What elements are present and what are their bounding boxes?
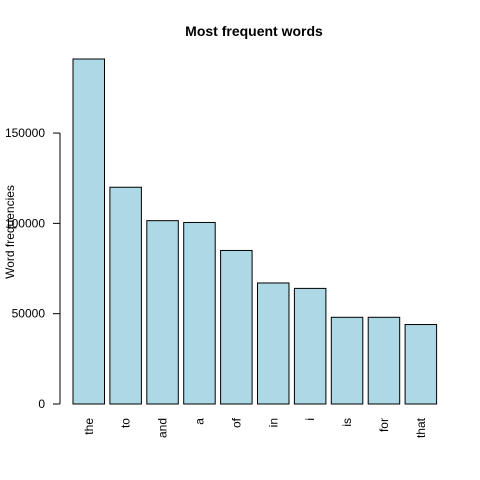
y-axis: 0 50000 100000 150000	[5, 126, 61, 411]
x-tick-label-a: a	[192, 418, 206, 425]
x-tick-label-of: of	[229, 417, 243, 428]
x-tick-label-that: that	[414, 417, 428, 438]
bar-of	[220, 249, 253, 405]
x-tick-label-for: for	[377, 418, 391, 432]
y-tick-label: 100000	[5, 216, 45, 230]
bar-that	[404, 324, 438, 405]
x-tick-labels: the to and a of in i is for that	[82, 417, 428, 438]
bars-group	[72, 58, 438, 405]
bar-and	[146, 220, 179, 405]
bar-i	[293, 287, 327, 405]
x-tick-label-i: i	[303, 418, 317, 421]
y-tick-label: 150000	[5, 126, 45, 140]
x-tick-label-is: is	[340, 418, 354, 427]
y-axis-label: Word frequencies	[3, 185, 17, 279]
bar-a	[183, 221, 216, 405]
bar-the	[72, 58, 105, 405]
x-tick-label-the: the	[82, 418, 96, 435]
bar-to	[109, 186, 142, 405]
y-tick-label: 0	[38, 397, 45, 411]
bar-is	[330, 316, 364, 405]
x-tick-label-and: and	[156, 418, 170, 438]
x-tick-label-in: in	[266, 418, 280, 427]
x-tick-label-to: to	[119, 418, 133, 428]
bar-in	[257, 282, 290, 405]
chart-title: Most frequent words	[185, 23, 323, 39]
y-tick-label: 50000	[12, 307, 46, 321]
bar-for	[367, 316, 401, 405]
